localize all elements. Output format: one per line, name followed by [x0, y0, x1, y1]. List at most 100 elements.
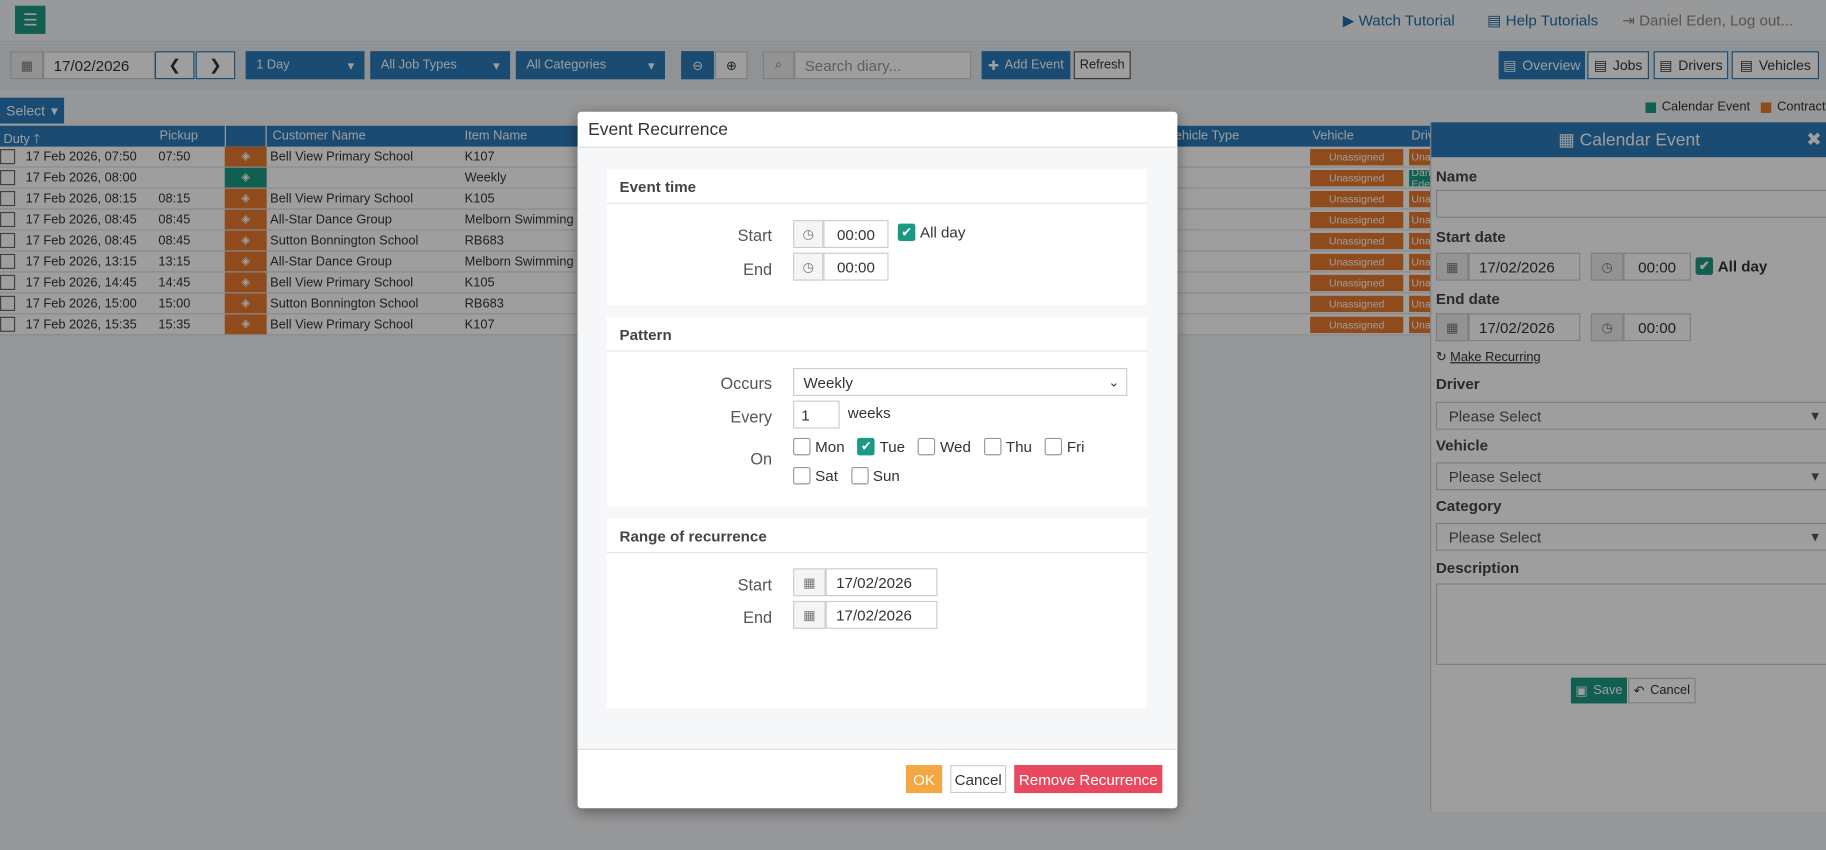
checkbox[interactable]: ✔ — [857, 437, 875, 456]
search-input[interactable]: Search diary... — [794, 51, 972, 80]
row-checkbox[interactable] — [0, 149, 16, 165]
column-header[interactable]: Driver — [1411, 129, 1430, 144]
description-input[interactable] — [1435, 583, 1826, 665]
view-label[interactable]: Jobs — [1612, 57, 1643, 74]
driver-value[interactable]: Please Select — [1448, 407, 1542, 425]
select-text[interactable]: Select — [6, 102, 46, 119]
ok-button[interactable]: OK — [906, 765, 943, 794]
row-checkbox[interactable] — [0, 253, 16, 270]
help-tutorials[interactable]: ▤ Help Tutorials — [1487, 11, 1599, 30]
user-logout-text[interactable]: Daniel Eden, Log out... — [1639, 11, 1794, 30]
period-select[interactable]: 1 Day ▾ — [245, 51, 365, 80]
checkbox[interactable] — [850, 466, 869, 485]
view-label[interactable]: Vehicles — [1758, 57, 1811, 74]
cancel-text[interactable]: Cancel — [1650, 683, 1691, 698]
select-button[interactable]: Select ▾ — [0, 97, 65, 124]
row-checkbox[interactable] — [0, 170, 16, 186]
zoom-in[interactable]: ⊕ — [715, 51, 748, 80]
prev-button[interactable]: ❮ — [154, 51, 195, 80]
row-checkbox[interactable] — [0, 295, 16, 311]
view-button[interactable]: ▤ Jobs — [1587, 51, 1649, 80]
remove-recurrence-button[interactable]: Remove Recurrence — [1014, 765, 1163, 794]
help-tutorials-text[interactable]: Help Tutorials — [1505, 11, 1599, 30]
start-time-input[interactable]: 00:00 — [1623, 252, 1691, 281]
view-button[interactable]: ▤ Vehicles — [1731, 51, 1820, 80]
weekday-label[interactable]: Sun — [872, 466, 900, 485]
job-types-select[interactable]: All Job Types ▾ — [370, 51, 511, 80]
next-button[interactable]: ❯ — [195, 51, 236, 80]
checkbox[interactable]: ✔ — [897, 223, 916, 242]
all-day[interactable]: ✔ All day — [897, 223, 966, 242]
checkbox[interactable]: ✔ — [1695, 257, 1714, 275]
checkbox[interactable] — [1044, 437, 1063, 456]
occurs-select[interactable]: Weekly ⌄ — [793, 367, 1128, 396]
range-start-input[interactable]: 17/02/2026 — [825, 568, 938, 597]
weekday-label[interactable]: Tue — [879, 437, 906, 456]
weekday-label[interactable]: Mon — [815, 437, 845, 456]
vehicle-value[interactable]: Please Select — [1448, 467, 1542, 486]
add-event-text[interactable]: Add Event — [1004, 58, 1064, 73]
view-label[interactable]: Drivers — [1678, 57, 1723, 74]
menu-button[interactable]: ☰ — [15, 5, 46, 34]
checkbox[interactable] — [917, 437, 936, 456]
all-day[interactable]: ✔ All day — [1695, 257, 1768, 275]
end-date-input[interactable]: 17/02/2026 — [1468, 313, 1581, 342]
row-checkbox[interactable] — [0, 211, 16, 228]
end-time-input[interactable]: 00:00 — [1623, 313, 1691, 342]
checkbox[interactable] — [793, 437, 811, 456]
start-time-input[interactable]: 00:00 — [823, 220, 889, 249]
view-label[interactable]: Overview — [1522, 57, 1581, 74]
occurs-value[interactable]: Weekly — [803, 373, 853, 391]
categories-select[interactable]: All Categories ▾ — [515, 51, 665, 80]
refresh-button[interactable]: Refresh — [1073, 51, 1131, 80]
add-event-button[interactable]: ✚ Add Event — [981, 51, 1071, 80]
make-recurring[interactable]: ↻ Make Recurring — [1435, 350, 1541, 365]
weekday-option[interactable]: Mon — [793, 437, 845, 456]
weekday-option[interactable]: Sun — [850, 466, 900, 485]
every-input[interactable]: 1 — [793, 400, 840, 429]
column-header[interactable]: Duty 🡑 — [3, 132, 41, 147]
view-button[interactable]: ▤ Overview — [1498, 51, 1585, 80]
make-recurring-text[interactable]: Make Recurring — [1450, 350, 1541, 365]
category-value[interactable]: Please Select — [1448, 528, 1542, 546]
all-day-text[interactable]: All day — [919, 223, 966, 242]
row-checkbox[interactable] — [0, 274, 16, 290]
row-checkbox[interactable] — [0, 316, 16, 332]
column-header[interactable]: Pickup — [159, 129, 199, 144]
panel-close[interactable]: ✖ — [1806, 130, 1822, 151]
view-button[interactable]: ▤ Drivers — [1653, 51, 1729, 80]
column-header[interactable]: Vehicle Type — [1166, 129, 1240, 144]
cancel-button[interactable]: Cancel — [950, 765, 1007, 794]
weekday-label[interactable]: Sat — [815, 466, 838, 485]
weekday-option[interactable]: Wed — [917, 437, 971, 456]
checkbox[interactable] — [793, 466, 811, 485]
zoom-out[interactable]: ⊖ — [681, 51, 714, 80]
row-checkbox[interactable] — [0, 190, 16, 207]
weekday-label[interactable]: Thu — [1005, 437, 1032, 456]
vehicle-select[interactable]: Please Select ▾ — [1435, 462, 1826, 491]
end-time-input[interactable]: 00:00 — [823, 252, 889, 281]
all-day-text[interactable]: All day — [1717, 257, 1768, 275]
start-date-input[interactable]: 17/02/2026 — [1468, 252, 1581, 281]
save-text[interactable]: Save — [1593, 683, 1623, 698]
column-header[interactable]: Customer Name — [272, 129, 366, 144]
name-input[interactable] — [1435, 189, 1826, 218]
weekday-option[interactable]: Sat — [793, 466, 838, 485]
date-input[interactable]: 17/02/2026 — [43, 51, 155, 80]
checkbox[interactable] — [983, 437, 1002, 456]
column-header[interactable]: Item Name — [464, 129, 528, 144]
watch-tutorial[interactable]: ▶ Watch Tutorial — [1342, 11, 1455, 30]
user-logout[interactable]: ⇥ Daniel Eden, Log out... — [1622, 11, 1794, 30]
category-select[interactable]: Please Select ▾ — [1435, 522, 1826, 551]
watch-tutorial-text[interactable]: Watch Tutorial — [1358, 11, 1455, 30]
driver-select[interactable]: Please Select ▾ — [1435, 401, 1826, 430]
weekday-option[interactable]: ✔ Tue — [857, 437, 906, 456]
row-checkbox[interactable] — [0, 232, 16, 249]
cancel-button[interactable]: ↶ Cancel — [1628, 677, 1696, 704]
range-end-input[interactable]: 17/02/2026 — [825, 600, 938, 629]
weekday-option[interactable]: Fri — [1044, 437, 1085, 456]
save-button[interactable]: ▣ Save — [1570, 677, 1627, 704]
weekday-label[interactable]: Fri — [1066, 437, 1085, 456]
weekday-label[interactable]: Wed — [940, 437, 971, 456]
column-header[interactable]: Vehicle — [1312, 129, 1354, 144]
